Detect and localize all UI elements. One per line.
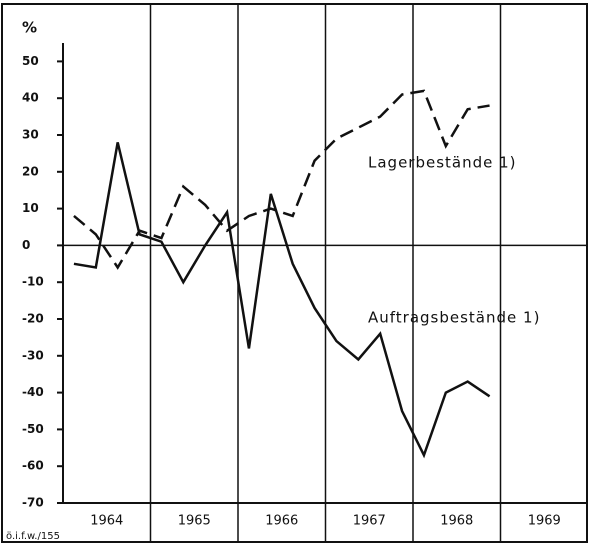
x-tick-label: 1968 bbox=[440, 514, 473, 529]
frame bbox=[1, 3, 588, 543]
y-tick-label: -70 bbox=[22, 496, 44, 510]
y-tick-label: -50 bbox=[22, 422, 44, 436]
y-tick-label: -20 bbox=[22, 312, 44, 326]
x-tick-label: 1966 bbox=[265, 514, 298, 529]
x-tick-label: 1969 bbox=[528, 514, 561, 529]
series-label: Auftragsbestände 1) bbox=[368, 309, 540, 327]
x-tick-label: 1967 bbox=[353, 514, 386, 529]
source-note: ö.i.f.w./155 bbox=[6, 531, 60, 542]
y-tick-label: -40 bbox=[22, 385, 44, 399]
y-tick-label: -60 bbox=[22, 459, 44, 473]
x-tick-label: 1965 bbox=[178, 514, 211, 529]
y-tick-label: 40 bbox=[22, 91, 39, 105]
line-series bbox=[73, 89, 490, 270]
line-series bbox=[73, 142, 491, 459]
y-tick-label: 50 bbox=[22, 54, 39, 68]
y-tick-label: 10 bbox=[22, 201, 39, 215]
y-tick-label: 30 bbox=[22, 128, 39, 142]
x-tick-label: 1964 bbox=[90, 514, 123, 529]
y-tick-label: 0 bbox=[22, 238, 30, 252]
series-label: Lagerbestände 1) bbox=[368, 154, 517, 172]
y-tick-label: 20 bbox=[22, 164, 39, 178]
y-tick-label: -30 bbox=[22, 348, 44, 362]
y-axis-label: % bbox=[22, 19, 37, 37]
y-tick-label: -10 bbox=[22, 275, 44, 289]
